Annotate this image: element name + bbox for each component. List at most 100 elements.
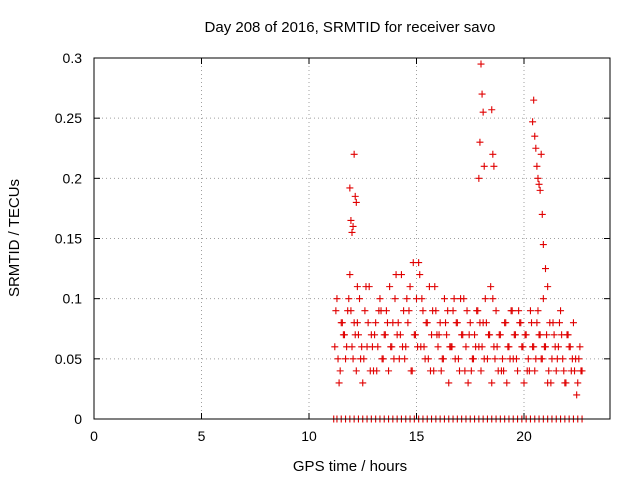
data-point — [482, 319, 490, 327]
data-point — [545, 367, 553, 375]
data-point — [373, 367, 381, 375]
data-point — [383, 319, 391, 327]
data-point — [333, 295, 341, 303]
data-point — [439, 355, 447, 363]
data-point — [480, 355, 488, 363]
data-point — [534, 307, 542, 315]
data-point — [575, 355, 583, 363]
data-point — [407, 367, 415, 375]
data-point — [437, 367, 445, 375]
data-point — [533, 162, 541, 170]
x-tick-label: 15 — [409, 428, 425, 444]
data-point — [462, 343, 470, 351]
data-point — [356, 295, 364, 303]
data-point — [553, 355, 561, 363]
data-point — [335, 379, 343, 387]
data-point — [557, 307, 565, 315]
data-point — [577, 367, 585, 375]
data-point — [392, 271, 400, 279]
data-point — [352, 198, 360, 206]
data-point — [538, 210, 546, 218]
data-point — [490, 162, 498, 170]
data-point — [476, 319, 484, 327]
data-point — [508, 307, 516, 315]
data-point — [478, 90, 486, 98]
data-point — [361, 307, 369, 315]
data-point — [403, 295, 411, 303]
data-point — [350, 150, 358, 158]
grid — [94, 58, 610, 419]
plot-frame — [93, 57, 611, 420]
data-point — [454, 355, 462, 363]
data-point — [504, 343, 512, 351]
data-point — [544, 283, 552, 291]
data-point — [479, 108, 487, 116]
data-point — [372, 319, 380, 327]
data-point — [514, 367, 522, 375]
data-point — [424, 355, 432, 363]
data-point — [445, 379, 453, 387]
data-point — [334, 355, 342, 363]
data-point — [523, 367, 531, 375]
data-point — [488, 106, 496, 114]
data-point — [416, 271, 424, 279]
data-points — [330, 60, 586, 423]
data-point — [488, 379, 496, 387]
data-point — [466, 319, 474, 327]
data-point — [562, 379, 570, 387]
data-point — [364, 319, 372, 327]
data-point — [550, 331, 558, 339]
data-point — [574, 379, 582, 387]
data-point — [566, 343, 574, 351]
data-point — [555, 319, 563, 327]
data-point — [401, 355, 409, 363]
data-point — [464, 379, 472, 387]
data-point — [342, 355, 350, 363]
data-point — [495, 331, 503, 339]
data-point — [353, 319, 361, 327]
data-point — [537, 150, 545, 158]
data-point — [440, 295, 448, 303]
data-point — [465, 331, 473, 339]
data-point — [340, 331, 348, 339]
chart-title: Day 208 of 2016, SRMTID for receiver sav… — [205, 19, 496, 36]
data-point — [568, 355, 576, 363]
data-point — [450, 295, 458, 303]
x-tick-label: 0 — [90, 428, 98, 444]
data-point — [443, 331, 451, 339]
data-point — [487, 283, 495, 291]
data-point — [497, 367, 505, 375]
data-point — [477, 60, 485, 68]
data-point — [536, 186, 544, 194]
data-point — [506, 355, 514, 363]
data-point — [336, 367, 344, 375]
data-point — [467, 367, 475, 375]
data-point — [551, 343, 559, 351]
data-point — [376, 295, 384, 303]
data-point — [532, 355, 540, 363]
data-point — [368, 343, 376, 351]
data-point — [461, 367, 469, 375]
data-point — [502, 319, 510, 327]
data-point — [481, 295, 489, 303]
data-point — [426, 367, 434, 375]
data-point — [352, 367, 360, 375]
data-point — [539, 295, 547, 303]
data-point — [394, 319, 402, 327]
data-point — [549, 319, 557, 327]
data-point — [526, 307, 534, 315]
data-point — [515, 307, 523, 315]
data-point — [385, 367, 393, 375]
data-point — [459, 331, 467, 339]
data-point — [446, 343, 454, 351]
data-point — [519, 343, 527, 351]
data-point — [480, 162, 488, 170]
data-point — [418, 295, 426, 303]
data-point — [351, 331, 359, 339]
data-point — [381, 331, 389, 339]
data-point — [476, 138, 484, 146]
x-tick-label: 10 — [301, 428, 317, 444]
data-point — [362, 283, 370, 291]
data-point — [517, 319, 525, 327]
data-point — [343, 343, 351, 351]
